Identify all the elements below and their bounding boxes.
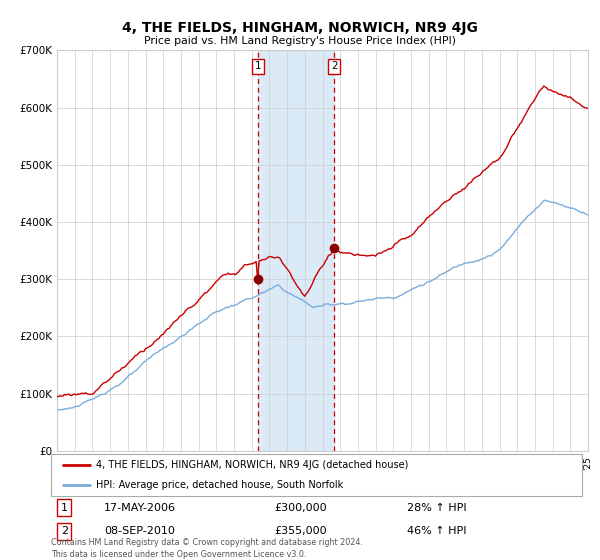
Text: 1: 1	[61, 502, 68, 512]
Text: HPI: Average price, detached house, South Norfolk: HPI: Average price, detached house, Sout…	[96, 480, 343, 490]
Text: 28% ↑ HPI: 28% ↑ HPI	[407, 502, 466, 512]
Text: 08-SEP-2010: 08-SEP-2010	[104, 526, 175, 536]
FancyBboxPatch shape	[51, 454, 582, 496]
Text: 4, THE FIELDS, HINGHAM, NORWICH, NR9 4JG: 4, THE FIELDS, HINGHAM, NORWICH, NR9 4JG	[122, 21, 478, 35]
Text: 1: 1	[255, 62, 262, 72]
Text: £300,000: £300,000	[274, 502, 326, 512]
Text: Price paid vs. HM Land Registry's House Price Index (HPI): Price paid vs. HM Land Registry's House …	[144, 36, 456, 46]
Text: £355,000: £355,000	[274, 526, 326, 536]
Text: 4, THE FIELDS, HINGHAM, NORWICH, NR9 4JG (detached house): 4, THE FIELDS, HINGHAM, NORWICH, NR9 4JG…	[96, 460, 409, 469]
Text: 2: 2	[331, 62, 338, 72]
Bar	[258, 50, 334, 451]
Text: Contains HM Land Registry data © Crown copyright and database right 2024.
This d: Contains HM Land Registry data © Crown c…	[51, 538, 363, 559]
Text: 17-MAY-2006: 17-MAY-2006	[104, 502, 176, 512]
Text: 2: 2	[61, 526, 68, 536]
Text: 46% ↑ HPI: 46% ↑ HPI	[407, 526, 466, 536]
